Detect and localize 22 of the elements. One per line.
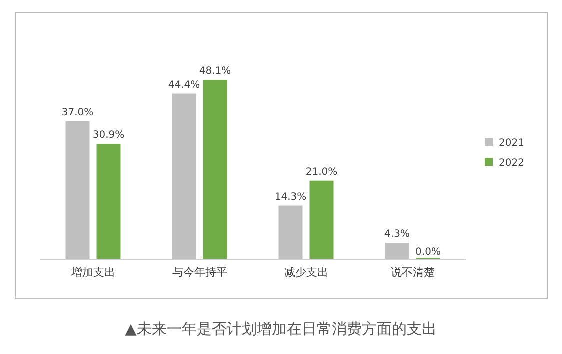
data-label: 48.1% bbox=[199, 66, 232, 77]
data-label: 0.0% bbox=[416, 247, 441, 258]
bar bbox=[385, 243, 410, 259]
data-label: 37.0% bbox=[62, 107, 94, 118]
legend-label: 2022 bbox=[499, 158, 524, 169]
text: ▲未来一年是否计划增加在日常消费方面的支出 bbox=[125, 320, 437, 338]
data-label: 44.4% bbox=[168, 80, 200, 91]
x-tick-label: 与今年持平 bbox=[172, 266, 228, 279]
data-label: 14.3% bbox=[274, 192, 307, 203]
bar bbox=[96, 144, 121, 259]
data-label: 21.0% bbox=[306, 166, 338, 178]
data-label: 30.9% bbox=[92, 130, 125, 142]
bar bbox=[278, 206, 303, 259]
x-tick-label: 说不清楚 bbox=[390, 266, 435, 279]
x-tick-label: 减少支出 bbox=[284, 266, 328, 279]
x-tick-label: 增加支出 bbox=[70, 266, 116, 279]
bar bbox=[172, 94, 196, 259]
legend-label: 2021 bbox=[499, 138, 524, 149]
bar bbox=[203, 80, 228, 259]
data-label: 4.3% bbox=[384, 229, 410, 240]
bar bbox=[66, 121, 90, 259]
bar bbox=[310, 180, 334, 259]
